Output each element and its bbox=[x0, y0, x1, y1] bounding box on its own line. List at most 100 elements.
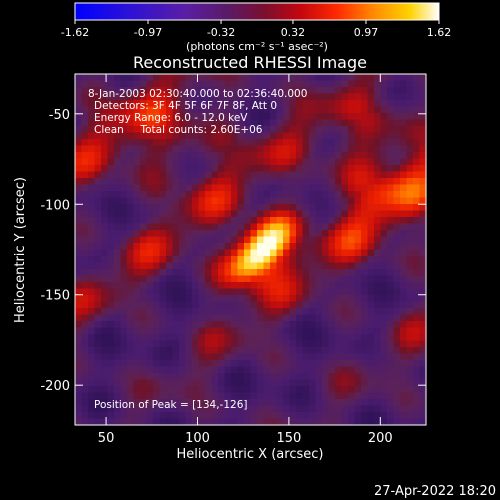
heatmap-cell bbox=[322, 418, 330, 426]
heatmap-cell bbox=[289, 262, 297, 270]
heatmap-cell bbox=[166, 197, 174, 205]
heatmap-cell bbox=[140, 386, 148, 394]
heatmap-cell bbox=[341, 353, 349, 361]
heatmap-cell bbox=[270, 392, 278, 400]
heatmap-cell bbox=[127, 295, 135, 303]
heatmap-cell bbox=[367, 158, 375, 166]
heatmap-cell bbox=[94, 126, 102, 134]
heatmap-cell bbox=[380, 145, 388, 153]
heatmap-cell bbox=[283, 386, 291, 394]
colorbar-tick-label: 0.32 bbox=[281, 26, 306, 39]
heatmap-cell bbox=[159, 405, 167, 413]
heatmap-cell bbox=[133, 230, 141, 238]
heatmap-cell bbox=[107, 236, 115, 244]
heatmap-cell bbox=[88, 152, 96, 160]
heatmap-cell bbox=[270, 340, 278, 348]
heatmap-cell bbox=[283, 74, 291, 82]
heatmap-cell bbox=[172, 262, 180, 270]
heatmap-cell bbox=[270, 308, 278, 316]
heatmap-cell bbox=[172, 152, 180, 160]
heatmap-cell bbox=[400, 366, 408, 374]
heatmap-cell bbox=[361, 158, 369, 166]
heatmap-cell bbox=[224, 282, 232, 290]
heatmap-cell bbox=[237, 412, 245, 420]
heatmap-cell bbox=[159, 100, 167, 108]
heatmap-cell bbox=[88, 262, 96, 270]
heatmap-cell bbox=[179, 353, 187, 361]
heatmap-cell bbox=[283, 223, 291, 231]
heatmap-cell bbox=[315, 334, 323, 342]
heatmap-cell bbox=[250, 288, 258, 296]
heatmap-cell bbox=[335, 327, 343, 335]
heatmap-cell bbox=[328, 327, 336, 335]
heatmap-cell bbox=[354, 282, 362, 290]
heatmap-cell bbox=[374, 321, 382, 329]
heatmap-cell bbox=[218, 399, 226, 407]
heatmap-cell bbox=[393, 392, 401, 400]
heatmap-cell bbox=[166, 139, 174, 147]
heatmap-cell bbox=[231, 262, 239, 270]
heatmap-cell bbox=[276, 321, 284, 329]
heatmap-cell bbox=[387, 347, 395, 355]
heatmap-cell bbox=[185, 210, 193, 218]
heatmap-cell bbox=[283, 106, 291, 114]
heatmap-cell bbox=[406, 106, 414, 114]
heatmap-cell bbox=[179, 405, 187, 413]
heatmap-cell bbox=[185, 230, 193, 238]
heatmap-cell bbox=[263, 418, 271, 426]
heatmap-cell bbox=[205, 262, 213, 270]
heatmap-cell bbox=[114, 80, 122, 88]
heatmap-cell bbox=[270, 360, 278, 368]
heatmap-cell bbox=[101, 308, 109, 316]
heatmap-cell bbox=[393, 113, 401, 121]
heatmap-cell bbox=[153, 392, 161, 400]
heatmap-cell bbox=[211, 262, 219, 270]
heatmap-cell bbox=[146, 132, 154, 140]
heatmap-cell bbox=[302, 295, 310, 303]
heatmap-cell bbox=[322, 275, 330, 283]
heatmap-cell bbox=[302, 340, 310, 348]
heatmap-cell bbox=[218, 184, 226, 192]
heatmap-cell bbox=[250, 126, 258, 134]
heatmap-cell bbox=[81, 210, 89, 218]
heatmap-cell bbox=[328, 334, 336, 342]
heatmap-cell bbox=[218, 113, 226, 121]
heatmap-cell bbox=[309, 204, 317, 212]
heatmap-cell bbox=[257, 399, 265, 407]
heatmap-cell bbox=[159, 418, 167, 426]
heatmap-cell bbox=[263, 223, 271, 231]
heatmap-cell bbox=[205, 412, 213, 420]
heatmap-cell bbox=[361, 165, 369, 173]
heatmap-cell bbox=[237, 366, 245, 374]
heatmap-cell bbox=[328, 113, 336, 121]
heatmap-cell bbox=[322, 223, 330, 231]
heatmap-cell bbox=[419, 87, 427, 95]
heatmap-cell bbox=[75, 366, 83, 374]
heatmap-cell bbox=[120, 269, 128, 277]
heatmap-cell bbox=[81, 184, 89, 192]
heatmap-cell bbox=[231, 418, 239, 426]
heatmap-cell bbox=[127, 145, 135, 153]
heatmap-cell bbox=[211, 197, 219, 205]
heatmap-cell bbox=[400, 353, 408, 361]
heatmap-cell bbox=[179, 243, 187, 251]
heatmap-cell bbox=[211, 399, 219, 407]
heatmap-cell bbox=[348, 80, 356, 88]
heatmap-cell bbox=[348, 405, 356, 413]
heatmap-cell bbox=[289, 366, 297, 374]
heatmap-cell bbox=[107, 204, 115, 212]
heatmap-cell bbox=[361, 132, 369, 140]
heatmap-cell bbox=[146, 405, 154, 413]
heatmap-cell bbox=[322, 191, 330, 199]
heatmap-cell bbox=[237, 106, 245, 114]
heatmap-cell bbox=[244, 418, 252, 426]
heatmap-cell bbox=[114, 126, 122, 134]
heatmap-cell bbox=[341, 334, 349, 342]
heatmap-cell bbox=[88, 171, 96, 179]
heatmap-cell bbox=[224, 93, 232, 101]
heatmap-cell bbox=[309, 301, 317, 309]
heatmap-cell bbox=[393, 308, 401, 316]
heatmap-cell bbox=[88, 236, 96, 244]
heatmap-cell bbox=[387, 379, 395, 387]
heatmap-cell bbox=[361, 223, 369, 231]
